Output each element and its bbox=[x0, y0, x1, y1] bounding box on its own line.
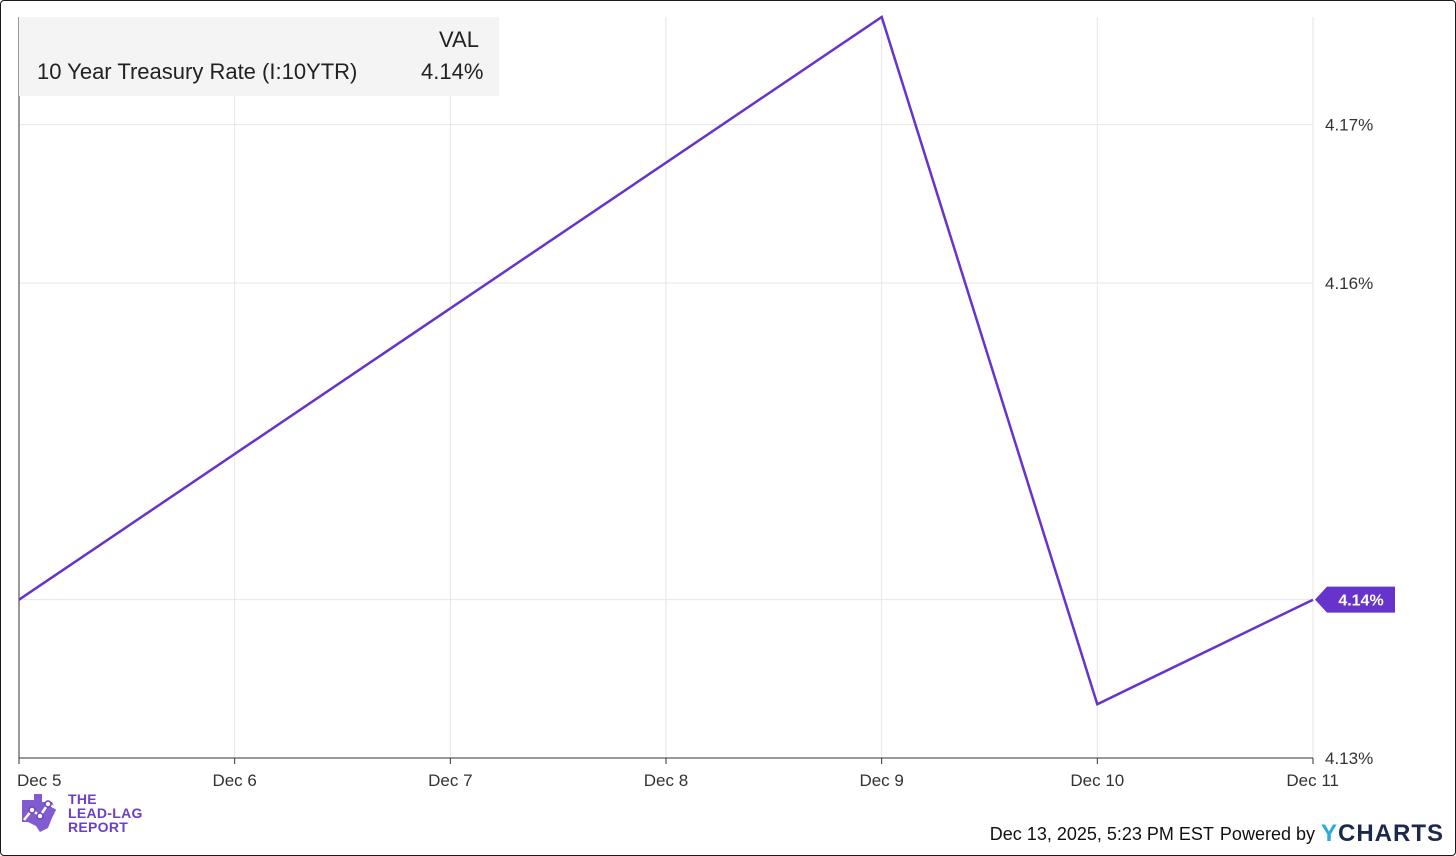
logo-line-1: THE bbox=[68, 791, 97, 807]
y-tick-label: 4.17% bbox=[1325, 116, 1373, 135]
ycharts-logo: YCHARTS bbox=[1321, 820, 1444, 848]
series-line bbox=[18, 15, 1314, 706]
y-tick-label: 4.13% bbox=[1325, 749, 1373, 768]
y-tick-label: 4.16% bbox=[1325, 274, 1373, 293]
x-tick-label: Dec 6 bbox=[212, 771, 256, 790]
lead-lag-logo-text: THE LEAD-LAG REPORT bbox=[68, 792, 143, 834]
logo-line-2: LEAD-LAG bbox=[68, 805, 143, 821]
lead-lag-logo: THE LEAD-LAG REPORT bbox=[18, 792, 143, 834]
timestamp: Dec 13, 2025, 5:23 PM EST bbox=[989, 823, 1214, 844]
grid bbox=[18, 17, 1314, 759]
x-tick-label: Dec 10 bbox=[1070, 771, 1124, 790]
last-value-badge-shape bbox=[1315, 586, 1395, 613]
ycharts-logo-rest: CHARTS bbox=[1338, 820, 1444, 847]
legend-series-value: 4.14% bbox=[421, 59, 484, 84]
lead-lag-logo-icon bbox=[22, 794, 57, 832]
series-layer bbox=[18, 15, 1314, 706]
legend-header: VAL bbox=[439, 27, 479, 52]
x-tick-label: Dec 9 bbox=[859, 771, 903, 790]
x-tick-label: Dec 11 bbox=[1286, 771, 1339, 790]
x-tick-label: Dec 5 bbox=[17, 771, 61, 790]
last-value-badge: 4.14% bbox=[1315, 586, 1395, 613]
x-tick-label: Dec 7 bbox=[428, 771, 472, 790]
ycharts-logo-y: Y bbox=[1320, 820, 1338, 847]
footer: Dec 13, 2025, 5:23 PM EST Powered by YCH… bbox=[990, 820, 1444, 848]
x-tick-label: Dec 8 bbox=[644, 771, 688, 790]
powered-by-text: Powered by bbox=[1219, 823, 1315, 844]
legend-series-name: 10 Year Treasury Rate (I:10YTR) bbox=[37, 59, 358, 84]
last-value-badge-text: 4.14% bbox=[1338, 593, 1383, 610]
logo-line-3: REPORT bbox=[68, 819, 129, 835]
axes bbox=[18, 17, 1314, 764]
tick-labels: Dec 5 Dec 6 Dec 7 Dec 8 Dec 9 Dec 10 Dec 11 4.1… bbox=[17, 116, 1395, 790]
legend: VAL 10 Year Treasury Rate (I:10YTR) 4.14… bbox=[19, 17, 499, 96]
